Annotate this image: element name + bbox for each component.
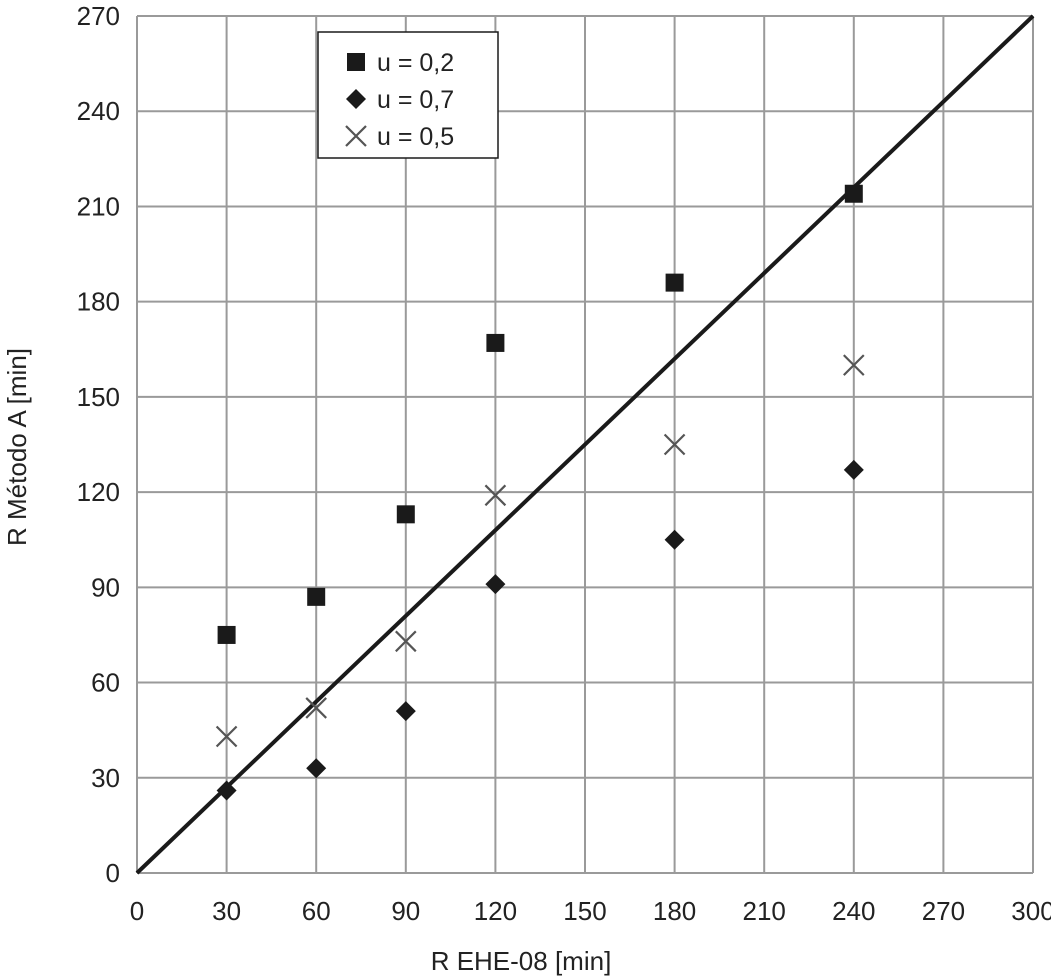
x-axis-label: R EHE-08 [min] bbox=[431, 946, 612, 976]
y-tick-label-4: 120 bbox=[77, 477, 120, 507]
legend-label-2: u = 0,5 bbox=[377, 123, 454, 151]
point-series1-4 bbox=[664, 529, 685, 550]
point-series1-5 bbox=[843, 459, 864, 480]
point-series0-1 bbox=[307, 587, 326, 606]
x-tick-label-2: 60 bbox=[302, 896, 331, 926]
point-series1-2 bbox=[395, 701, 416, 722]
point-series0-4 bbox=[665, 273, 684, 292]
y-tick-label-8: 240 bbox=[77, 96, 120, 126]
y-tick-label-7: 210 bbox=[77, 191, 120, 221]
point-series1-0 bbox=[216, 780, 237, 801]
point-series0-3 bbox=[486, 333, 505, 352]
point-series2-1 bbox=[305, 697, 327, 719]
y-tick-label-2: 60 bbox=[91, 668, 120, 698]
x-tick-label-6: 180 bbox=[653, 896, 696, 926]
y-tick-label-5: 150 bbox=[77, 382, 120, 412]
x-tick-label-10: 300 bbox=[1011, 896, 1051, 926]
legend-marker-1 bbox=[346, 89, 366, 109]
x-tick-labels: 0 30 60 90 120 150 180 210 240 270 300 bbox=[130, 896, 1051, 926]
legend: u = 0,2 u = 0,7 u = 0,5 bbox=[317, 31, 499, 159]
data-points bbox=[215, 184, 865, 801]
x-tick-label-0: 0 bbox=[130, 896, 144, 926]
point-series0-0 bbox=[217, 625, 236, 644]
point-series1-1 bbox=[306, 758, 327, 779]
y-tick-label-6: 180 bbox=[77, 287, 120, 317]
x-tick-label-5: 150 bbox=[563, 896, 606, 926]
point-series2-4 bbox=[663, 433, 686, 456]
point-series2-2 bbox=[395, 630, 417, 653]
legend-marker-2 bbox=[345, 125, 367, 147]
point-series0-5 bbox=[844, 184, 863, 203]
x-tick-label-3: 90 bbox=[391, 896, 420, 926]
legend-label-1: u = 0,7 bbox=[377, 86, 454, 114]
x-tick-label-4: 120 bbox=[474, 896, 517, 926]
y-tick-label-9: 270 bbox=[77, 1, 120, 31]
x-tick-label-9: 270 bbox=[922, 896, 965, 926]
point-series0-2 bbox=[396, 505, 415, 524]
point-series1-3 bbox=[485, 574, 506, 595]
point-series2-3 bbox=[484, 484, 507, 507]
point-series2-5 bbox=[843, 354, 865, 376]
x-tick-label-1: 30 bbox=[212, 896, 241, 926]
y-tick-label-1: 30 bbox=[91, 763, 120, 793]
grid-lines bbox=[136, 15, 1034, 874]
y-axis-label: R Método A [min] bbox=[2, 348, 32, 546]
x-tick-label-7: 210 bbox=[743, 896, 786, 926]
reference-line bbox=[135, 14, 1035, 875]
reference-line-layer bbox=[135, 14, 1035, 875]
legend-marker-0 bbox=[347, 53, 365, 71]
y-tick-label-3: 90 bbox=[91, 572, 120, 602]
y-tick-labels: 0 30 60 90 120 150 180 210 240 270 bbox=[77, 1, 120, 888]
x-tick-label-8: 240 bbox=[832, 896, 875, 926]
legend-label-0: u = 0,2 bbox=[377, 49, 454, 77]
point-series2-0 bbox=[215, 725, 238, 748]
y-tick-label-0: 0 bbox=[106, 858, 120, 888]
